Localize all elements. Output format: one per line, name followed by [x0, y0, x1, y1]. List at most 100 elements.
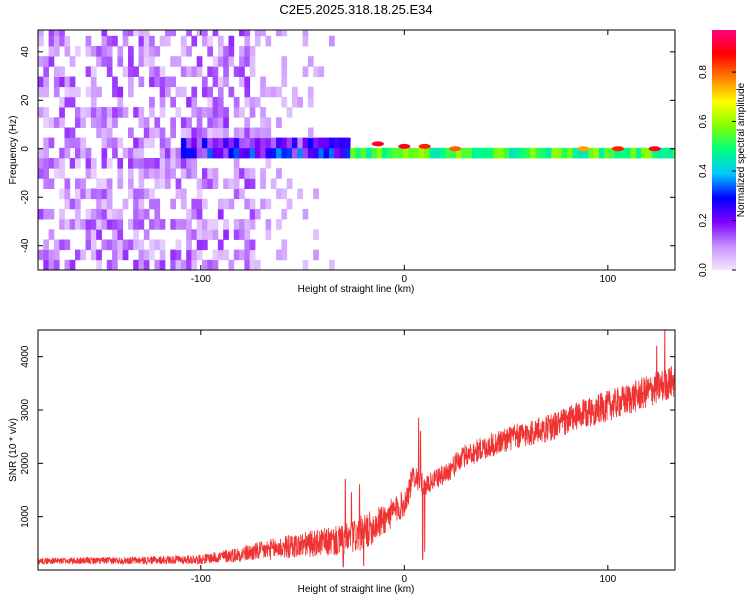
heatmap-cell	[228, 259, 235, 270]
heatmap-cell	[69, 127, 76, 139]
heatmap-cell	[159, 127, 166, 139]
heatmap-hot-spot	[648, 146, 661, 152]
heatmap-cell	[75, 219, 81, 230]
heatmap-cell	[159, 178, 166, 189]
heatmap-cell	[128, 168, 134, 179]
heatmap-cell	[75, 117, 81, 128]
heatmap-cell	[96, 198, 102, 210]
heatmap-cell	[233, 229, 240, 240]
heatmap-cell	[90, 158, 97, 169]
heatmap-cell	[191, 137, 198, 149]
heatmap-cell	[233, 158, 240, 169]
heatmap-cell	[202, 30, 208, 37]
heatmap-cell	[239, 66, 245, 77]
heatmap-cell	[307, 96, 314, 108]
heatmap-cell	[143, 117, 150, 128]
heatmap-cell	[276, 168, 282, 179]
heatmap-cell	[191, 127, 198, 139]
heatmap-cell	[43, 249, 49, 261]
heatmap-cell	[101, 239, 108, 251]
heatmap-cell	[101, 178, 108, 189]
heatmap-ticks: -100 0 100 -40 -20 0 20 40	[20, 30, 675, 285]
heatmap-cell	[75, 158, 81, 169]
heatmap-cell	[175, 259, 182, 270]
heatmap-cell	[133, 188, 139, 200]
heatmap-cell	[85, 107, 92, 118]
heatmap-cell	[223, 56, 229, 67]
heatmap-cell	[217, 147, 224, 159]
heatmap-cell	[159, 147, 166, 159]
heatmap-cell	[85, 239, 92, 251]
heatmap-cell	[149, 107, 155, 118]
heatmap-cell	[112, 86, 118, 98]
heatmap-cell	[329, 259, 335, 270]
heatmap-cell	[244, 147, 251, 159]
heatmap-cell	[117, 158, 124, 169]
heatmap-cell	[593, 147, 600, 159]
heatmap-cell	[64, 219, 71, 230]
heatmap-cell	[180, 188, 187, 200]
heatmap-cell	[265, 198, 272, 210]
heatmap-cell	[286, 198, 293, 210]
heatmap-cell	[212, 96, 219, 108]
heatmap-cell	[281, 137, 288, 149]
heatmap-hot-spot	[612, 146, 624, 152]
heatmap-cell	[180, 198, 187, 210]
heatmap-cell	[223, 76, 229, 88]
heatmap-cell	[64, 76, 71, 88]
heatmap-cell	[69, 76, 76, 88]
heatmap-cell	[75, 107, 81, 118]
heatmap-cell	[286, 137, 293, 149]
heatmap-cell	[191, 168, 198, 179]
heatmap-cell	[196, 229, 203, 240]
heatmap-cell	[244, 229, 251, 240]
heatmap-cell	[159, 35, 166, 47]
heatmap-cell	[191, 208, 198, 220]
heatmap-cell	[138, 56, 145, 67]
heatmap-cell	[207, 168, 213, 179]
heatmap-cell	[154, 239, 161, 251]
heatmap-cell	[117, 86, 124, 98]
heatmap-cell	[159, 249, 166, 261]
heatmap-cell	[434, 147, 441, 159]
heatmap-cell	[159, 86, 166, 98]
heatmap-cell	[90, 96, 97, 108]
heatmap-cell	[85, 229, 92, 240]
heatmap-cell	[53, 168, 60, 179]
heatmap-cell	[69, 219, 76, 230]
heatmap-cell	[180, 219, 187, 230]
heatmap-cell	[59, 147, 65, 159]
heatmap-cell	[170, 56, 176, 67]
heatmap-cell	[159, 66, 166, 77]
heatmap-cell	[149, 249, 155, 261]
heatmap-cell	[175, 147, 182, 159]
heatmap-cell	[191, 229, 198, 240]
heatmap-cell	[117, 239, 124, 251]
heatmap-cell	[239, 30, 245, 37]
heatmap-cell	[112, 229, 118, 240]
heatmap-cell	[233, 107, 240, 118]
heatmap-cell	[154, 76, 161, 88]
heatmap-cell	[106, 107, 113, 118]
heatmap-cell	[170, 30, 176, 37]
heatmap-cell	[133, 229, 139, 240]
heatmap-cell	[96, 117, 102, 128]
heatmap-cell	[244, 76, 251, 88]
heatmap-cell	[48, 208, 55, 220]
heatmap-cell	[170, 259, 176, 270]
heatmap-cell	[228, 86, 235, 98]
heatmap-cell	[583, 147, 589, 159]
heatmap-cell	[138, 30, 145, 37]
heatmap-cell	[551, 147, 557, 159]
heatmap-cell	[307, 147, 314, 159]
heatmap-cell	[138, 76, 145, 88]
heatmap-cell	[43, 76, 49, 88]
snr-x-label: Height of straight line (km)	[298, 584, 415, 595]
heatmap-cell	[106, 188, 113, 200]
heatmap-cell	[598, 147, 605, 159]
heatmap-cell	[186, 229, 192, 240]
heatmap-cell	[625, 147, 631, 159]
heatmap-cell	[239, 219, 245, 230]
heatmap-cell	[165, 158, 171, 169]
heatmap-cell	[292, 86, 298, 98]
